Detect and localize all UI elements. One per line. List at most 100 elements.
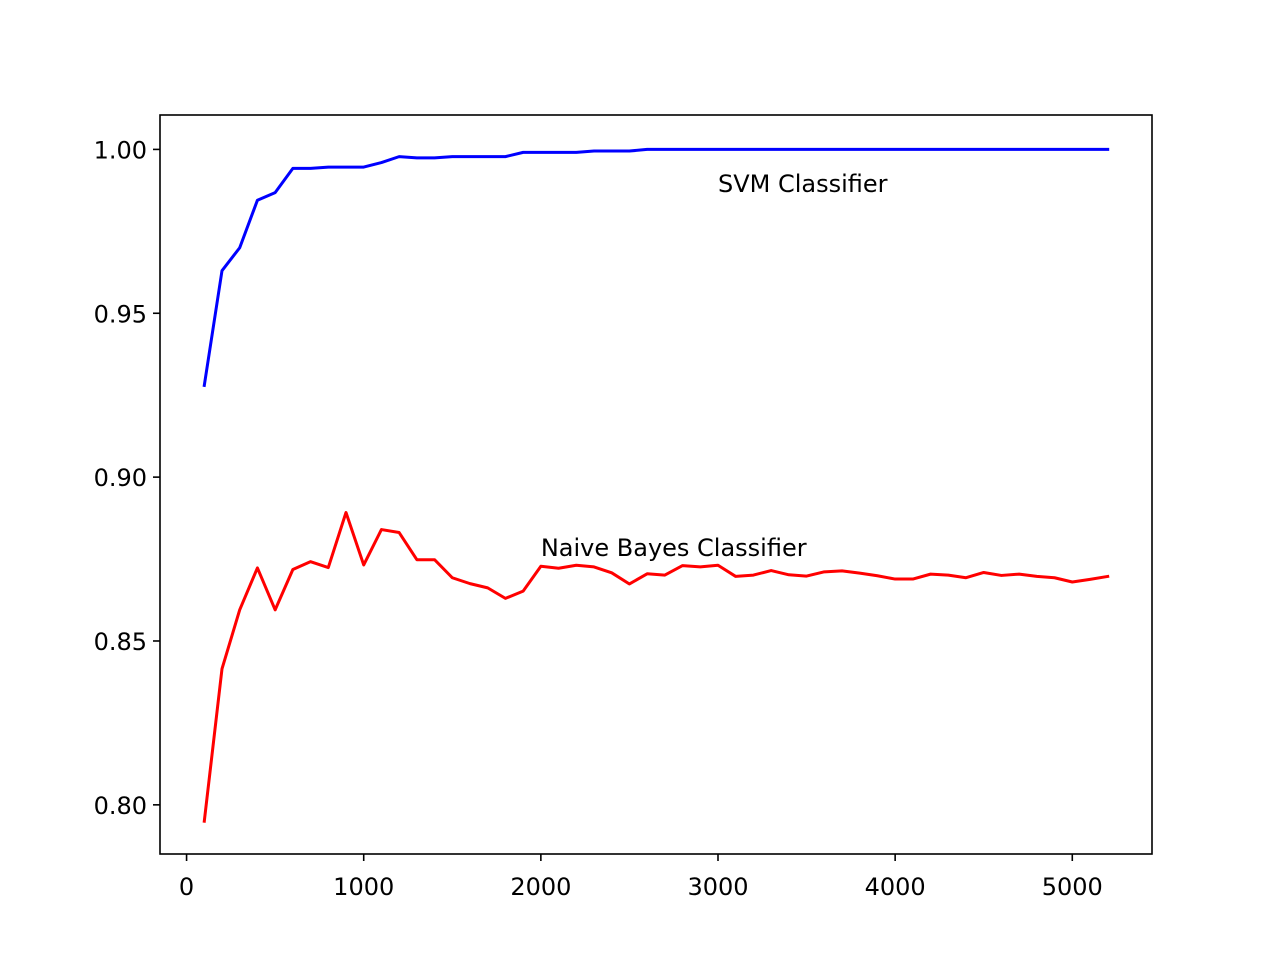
svm-classifier-point	[1018, 148, 1021, 151]
svm-classifier-point	[522, 151, 525, 154]
annotation-label: SVM Classifier	[718, 170, 888, 198]
svm-classifier-point	[451, 155, 454, 158]
naive-bayes-classifier-point	[593, 565, 596, 568]
series-naive-bayes-classifier	[202, 511, 1110, 823]
svm-classifier-point	[628, 150, 631, 153]
svm-classifier-point	[646, 148, 649, 151]
naive-bayes-classifier-point	[734, 575, 737, 578]
naive-bayes-classifier-point	[628, 582, 631, 585]
svm-classifier-point	[575, 151, 578, 154]
svm-classifier-point	[805, 148, 808, 151]
y-tick-label: 0.85	[94, 628, 147, 656]
svm-classifier-point	[911, 148, 914, 151]
naive-bayes-classifier-point	[1106, 575, 1109, 578]
svm-classifier-point	[274, 191, 277, 194]
naive-bayes-classifier-point	[965, 576, 968, 579]
naive-bayes-classifier-point	[238, 608, 241, 611]
svm-classifier-point	[433, 156, 436, 159]
naive-bayes-classifier-point	[823, 570, 826, 573]
svm-classifier-point	[610, 150, 613, 153]
svm-classifier-point	[982, 148, 985, 151]
naive-bayes-classifier-point	[646, 572, 649, 575]
naive-bayes-classifier-point	[787, 573, 790, 576]
svm-classifier-point	[593, 150, 596, 153]
naive-bayes-classifier-point	[894, 578, 897, 581]
svm-classifier-point	[238, 246, 241, 249]
svm-classifier-point	[486, 155, 489, 158]
svm-classifier-point	[1089, 148, 1092, 151]
naive-bayes-classifier-point	[486, 586, 489, 589]
svm-classifier-point	[1071, 148, 1074, 151]
naive-bayes-classifier-point	[858, 572, 861, 575]
y-axis: 0.80 0.85 0.90 0.95 1.00	[94, 136, 160, 820]
svm-classifier-point	[734, 148, 737, 151]
series-layer	[202, 147, 1110, 823]
svm-classifier-point	[1106, 148, 1109, 151]
y-tick-label: 0.90	[94, 464, 147, 492]
x-tick-label: 0	[179, 873, 194, 901]
y-tick-label: 1.00	[94, 136, 147, 164]
svm-classifier-point	[504, 155, 507, 158]
naive-bayes-classifier-point	[469, 582, 472, 585]
naive-bayes-classifier-point	[575, 564, 578, 567]
x-axis: 0 1000 2000 3000 4000 5000	[179, 854, 1103, 901]
svm-classifier-line	[202, 147, 1110, 388]
naive-bayes-classifier-line	[202, 511, 1110, 823]
naive-bayes-classifier-point	[504, 597, 507, 600]
naive-bayes-classifier-point	[203, 820, 206, 823]
naive-bayes-classifier-point	[841, 569, 844, 572]
naive-bayes-classifier-point	[610, 571, 613, 574]
y-tick-label: 0.80	[94, 792, 147, 820]
naive-bayes-classifier-point	[982, 571, 985, 574]
svm-classifier-point	[327, 166, 330, 169]
naive-bayes-classifier-point	[398, 531, 401, 534]
naive-bayes-classifier-point	[1089, 578, 1092, 581]
svm-classifier-point	[1000, 148, 1003, 151]
naive-bayes-classifier-point	[663, 574, 666, 577]
plot-frame	[159, 114, 1153, 855]
naive-bayes-classifier-point	[433, 558, 436, 561]
svm-classifier-point	[539, 151, 542, 154]
svm-classifier-point	[752, 148, 755, 151]
naive-bayes-classifier-point	[929, 573, 932, 576]
svm-classifier-point	[876, 148, 879, 151]
svm-classifier-point	[415, 156, 418, 159]
naive-bayes-classifier-point	[1000, 574, 1003, 577]
svm-classifier-point	[717, 148, 720, 151]
x-tick-label: 4000	[865, 873, 926, 901]
svm-classifier-point	[398, 155, 401, 158]
svm-classifier-point	[787, 148, 790, 151]
naive-bayes-classifier-point	[911, 578, 914, 581]
svm-classifier-point	[894, 148, 897, 151]
naive-bayes-classifier-point	[345, 511, 348, 514]
svm-classifier-point	[965, 148, 968, 151]
svm-classifier-point	[699, 148, 702, 151]
svm-classifier-point	[1053, 148, 1056, 151]
naive-bayes-classifier-point	[362, 563, 365, 566]
svm-classifier-point	[345, 166, 348, 169]
naive-bayes-classifier-point	[681, 564, 684, 567]
naive-bayes-classifier-point	[415, 558, 418, 561]
svm-classifier-point	[203, 384, 206, 387]
naive-bayes-classifier-point	[221, 667, 224, 670]
x-tick-label: 2000	[510, 873, 571, 901]
naive-bayes-classifier-point	[1071, 580, 1074, 583]
naive-bayes-classifier-point	[699, 565, 702, 568]
svm-classifier-point	[291, 167, 294, 170]
naive-bayes-classifier-point	[539, 565, 542, 568]
svm-classifier-point	[256, 199, 259, 202]
svm-classifier-point	[681, 148, 684, 151]
naive-bayes-classifier-point	[309, 560, 312, 563]
naive-bayes-classifier-point	[557, 567, 560, 570]
naive-bayes-classifier-point	[274, 608, 277, 611]
naive-bayes-classifier-point	[717, 564, 720, 567]
svm-classifier-point	[557, 151, 560, 154]
naive-bayes-classifier-point	[1018, 573, 1021, 576]
naive-bayes-classifier-point	[805, 575, 808, 578]
annotation-layer: SVM Classifier Naive Bayes Classifier	[541, 170, 888, 562]
naive-bayes-classifier-point	[327, 566, 330, 569]
naive-bayes-classifier-point	[256, 566, 259, 569]
svm-classifier-point	[823, 148, 826, 151]
naive-bayes-classifier-point	[380, 528, 383, 531]
